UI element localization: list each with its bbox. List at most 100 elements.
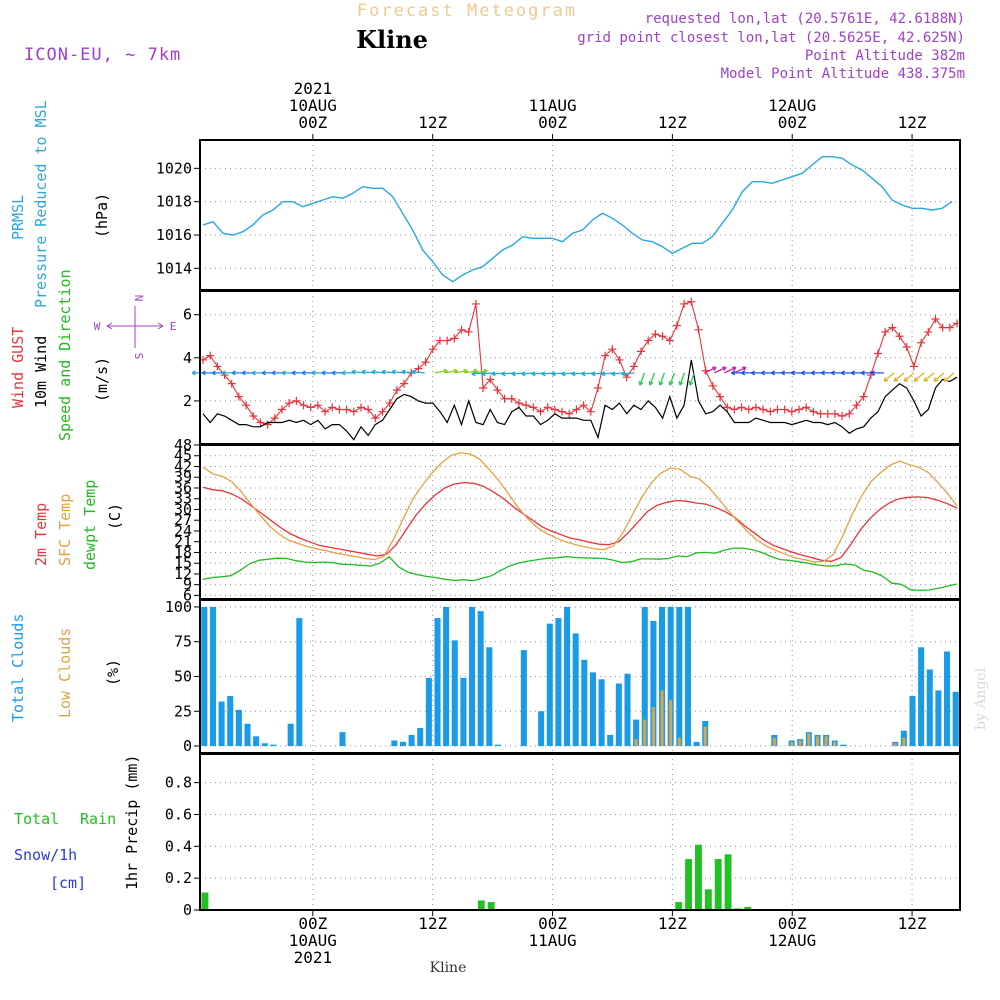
y-tick-label: 33 (174, 490, 192, 508)
gust-point (558, 407, 567, 416)
y-tick-label: 1014 (156, 259, 192, 277)
total-clouds-bar (676, 606, 683, 747)
total-clouds-bar (572, 633, 579, 747)
compass-w: W (94, 320, 101, 333)
total-clouds-bar (209, 606, 216, 747)
total-clouds-bar (581, 659, 588, 747)
y-tick-label: 0.2 (165, 869, 192, 887)
y-tick-label: 0.4 (165, 837, 192, 855)
low-clouds-bar (902, 737, 906, 747)
y-tick-label: 0.6 (165, 805, 192, 823)
bottom-time-label: 10AUG (289, 931, 337, 950)
total-clouds-bar (684, 606, 691, 747)
rain-bar (714, 859, 722, 910)
low-clouds-bar (703, 726, 707, 747)
gust-point (773, 405, 782, 414)
panel-frame (199, 444, 961, 600)
gust-point (321, 407, 330, 416)
gust-point (902, 343, 911, 352)
rain-bar (694, 844, 702, 910)
total-clouds-bar (564, 606, 571, 747)
top-time-label: 10AUG (289, 96, 337, 115)
gust-point (299, 401, 308, 410)
gust-point (751, 403, 760, 412)
gust-point (665, 336, 674, 345)
top-time-label: 00Z (298, 113, 327, 132)
wind-direction-arrow (943, 372, 955, 382)
total-clouds-bar (952, 691, 959, 747)
gust-point (471, 299, 480, 308)
gust-point (895, 332, 904, 341)
gust-point (349, 407, 358, 416)
gust-point (249, 411, 258, 420)
pressure-unit: (hPa) (93, 193, 111, 238)
gust-point (629, 362, 638, 371)
y-tick-label: 0 (183, 901, 192, 919)
total-clouds-bar (693, 741, 700, 747)
gust-point (644, 336, 653, 345)
gust-point (514, 399, 523, 408)
gust-point (924, 327, 933, 336)
bottom-time-label: 11AUG (528, 931, 576, 950)
y-tick-label: 1018 (156, 193, 192, 211)
gust-point (464, 327, 473, 336)
total-clouds-bar (926, 669, 933, 747)
gust-point (859, 392, 868, 401)
total-clouds-bar (460, 677, 467, 747)
precip-panel: 0 0.2 0.4 0.6 0.8 (165, 753, 961, 919)
total-clouds-bar (615, 683, 622, 747)
gust-point (493, 386, 502, 395)
wind-direction-arrow (933, 372, 945, 382)
gust-point (227, 379, 236, 388)
gust-point (529, 403, 538, 412)
bottom-time-label: 00Z (778, 914, 807, 933)
low-clouds-bar (643, 719, 647, 747)
y-tick-label: 42 (174, 457, 192, 475)
gust-point (615, 355, 624, 364)
gust-point (565, 409, 574, 418)
total-clouds-bar (555, 618, 562, 747)
total-clouds-bar (589, 672, 596, 747)
gust-point (522, 401, 531, 410)
gust-point (809, 407, 818, 416)
y-tick-label: 36 (174, 479, 192, 497)
low-clouds-bar (651, 707, 655, 747)
rain-bar (704, 889, 712, 910)
wind-direction-arrow (714, 366, 727, 374)
top-time-label: 12Z (658, 113, 687, 132)
gust-point (457, 325, 466, 334)
gust-point (400, 379, 409, 388)
top-time-label: 11AUG (528, 96, 576, 115)
wind-direction-arrow (621, 371, 635, 377)
wind-direction-arrow (704, 366, 717, 374)
total-clouds-bar (408, 734, 415, 747)
rain-bar (744, 906, 752, 910)
gust-point (421, 358, 430, 367)
gust-point (694, 325, 703, 334)
y-tick-label: 4 (183, 349, 192, 367)
total-clouds-bar (520, 650, 527, 747)
bottom-time-label: 00Z (298, 914, 327, 933)
total-clouds-bar (391, 740, 398, 747)
compass-cross (106, 306, 164, 348)
wind-direction-arrow (903, 372, 915, 382)
y-tick-label: 18 (174, 543, 192, 561)
gust-point (766, 407, 775, 416)
top-time-label: 2021 (294, 79, 333, 98)
wind10m-label: 10m Wind (32, 336, 50, 408)
y-tick-label: 25 (174, 702, 192, 720)
y-tick-label: 45 (174, 447, 192, 465)
wind-direction-arrow (893, 372, 905, 382)
gust-point (234, 392, 243, 401)
rain-bar (201, 892, 209, 910)
gust-point (931, 315, 940, 324)
precip-rain-label: Rain (80, 810, 116, 828)
total-clouds-bar (218, 701, 225, 747)
total-clouds-bar (598, 679, 605, 747)
gust-point (723, 403, 732, 412)
gust-point (543, 403, 552, 412)
wind10m-line (202, 359, 958, 441)
total-clouds-bar (270, 744, 277, 747)
